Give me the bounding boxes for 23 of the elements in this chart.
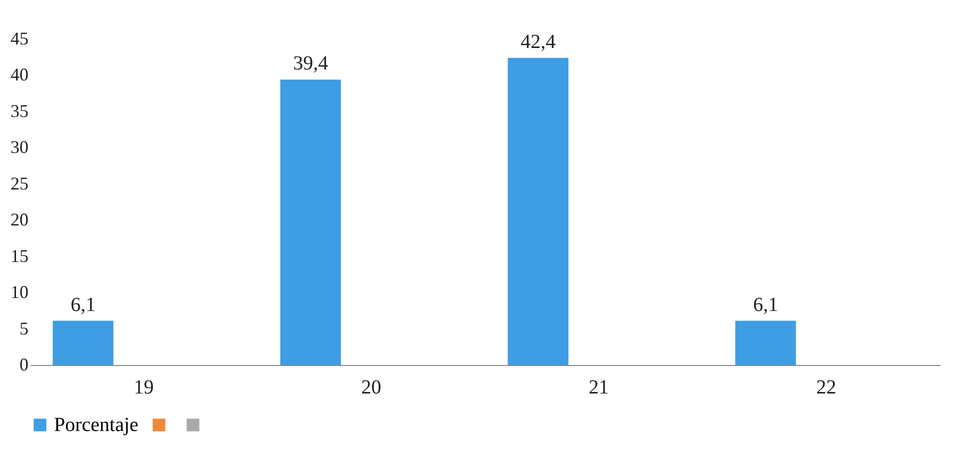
legend-label: Porcentaje xyxy=(54,414,139,436)
y-tick-label: 5 xyxy=(20,318,28,338)
bar xyxy=(280,80,341,365)
y-tick-label: 40 xyxy=(10,64,28,85)
x-tick-label: 21 xyxy=(588,376,609,398)
x-tick-label: 20 xyxy=(361,376,382,398)
y-tick-label: 45 xyxy=(10,28,28,48)
y-tick-label: 20 xyxy=(10,210,28,230)
y-tick-label: 15 xyxy=(10,246,28,266)
y-tick-label: 25 xyxy=(10,173,28,194)
bar xyxy=(735,320,796,365)
y-tick-label: 10 xyxy=(10,282,28,302)
bar xyxy=(508,58,568,365)
data-label: 39,4 xyxy=(293,52,328,75)
x-tick-label: 19 xyxy=(134,376,154,398)
y-tick-label: 30 xyxy=(10,137,28,158)
data-label: 42,4 xyxy=(520,30,556,53)
data-label: 6,1 xyxy=(70,294,96,316)
data-label: 6,1 xyxy=(753,294,778,316)
x-tick-label: 22 xyxy=(816,376,836,398)
y-tick-label: 0 xyxy=(20,354,28,374)
bar xyxy=(52,320,114,365)
y-tick-label: 35 xyxy=(10,100,28,121)
